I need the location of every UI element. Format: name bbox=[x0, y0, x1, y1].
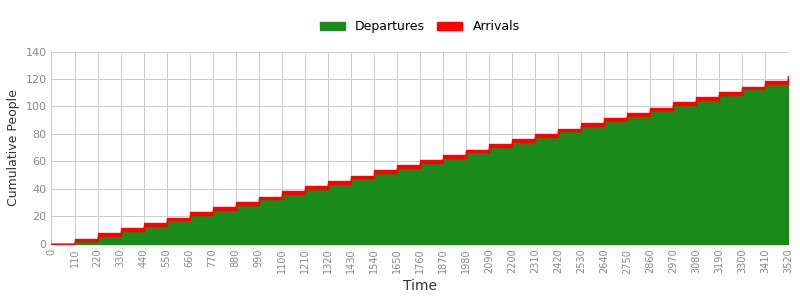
Y-axis label: Cumulative People: Cumulative People bbox=[7, 89, 20, 206]
X-axis label: Time: Time bbox=[402, 279, 437, 293]
Legend: Departures, Arrivals: Departures, Arrivals bbox=[315, 16, 525, 38]
